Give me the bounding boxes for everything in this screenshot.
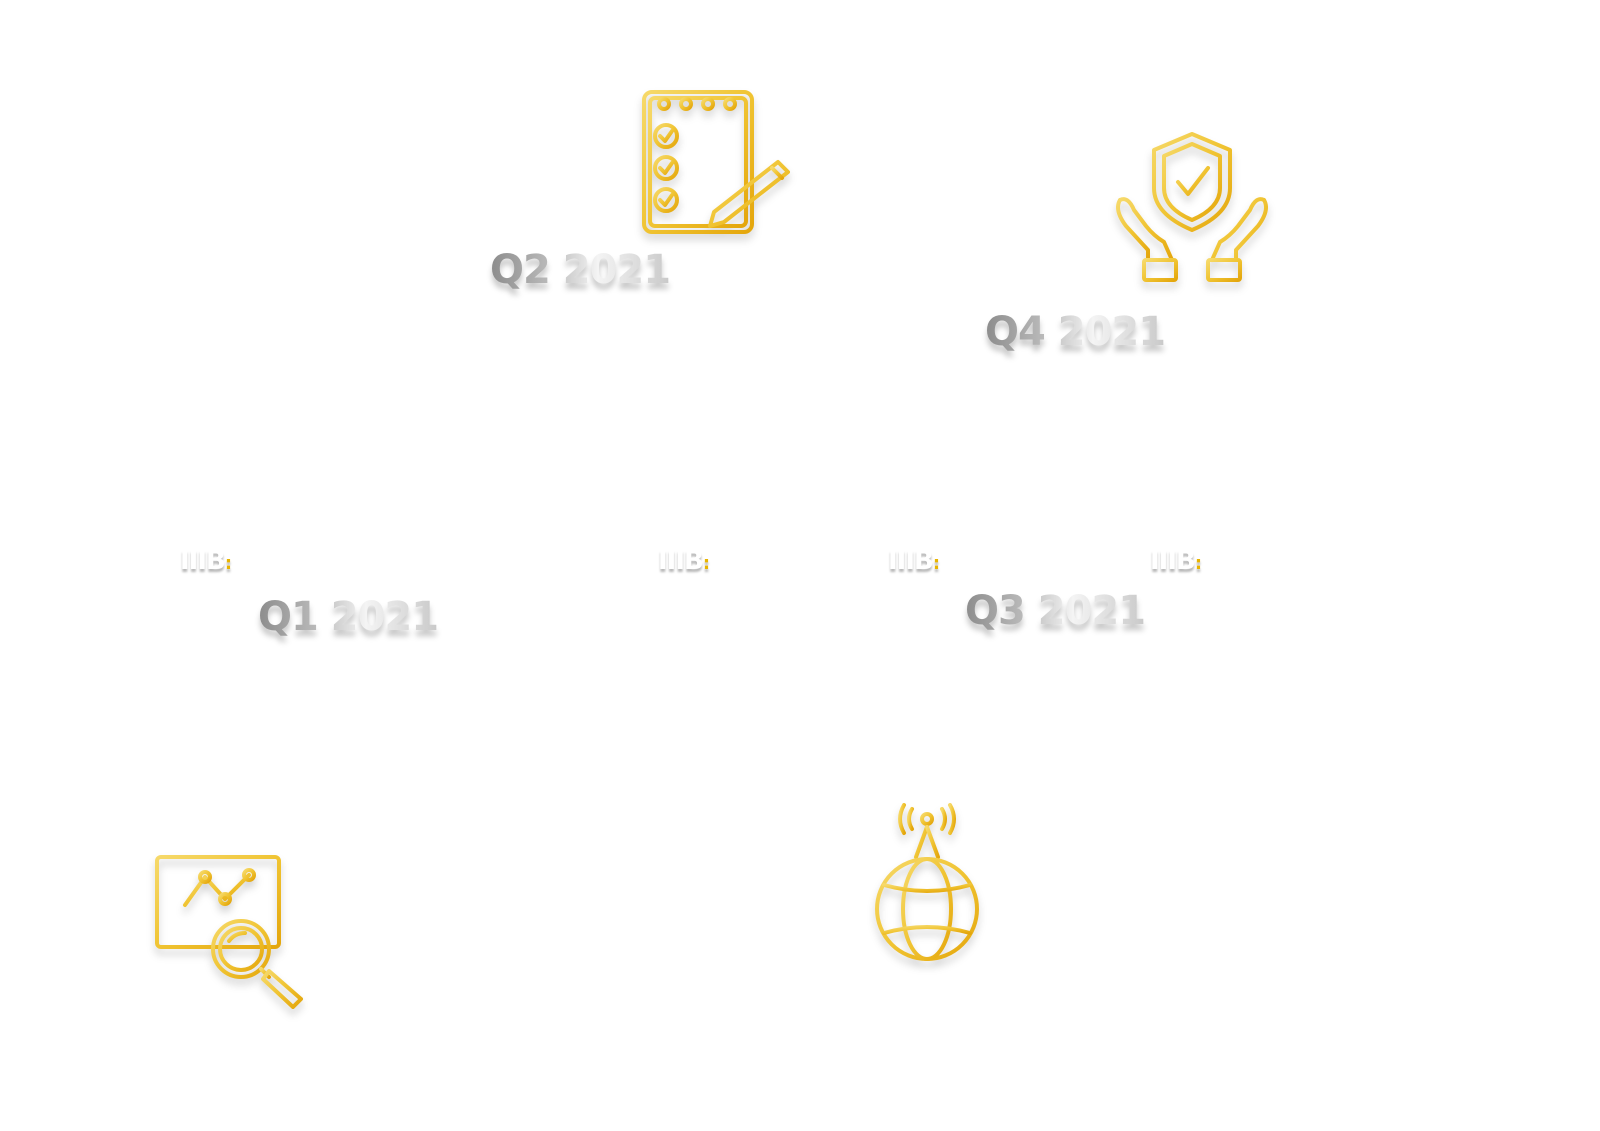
quarter-label-q2: Q2 2021	[490, 247, 671, 293]
brand-mark-text: IIIB	[888, 546, 934, 576]
brand-mark-dot: :	[224, 553, 232, 574]
brand-mark-3: IIIB:	[888, 546, 940, 576]
brand-mark-1: IIIB:	[180, 546, 232, 576]
quarter-label-q3: Q3 2021	[965, 588, 1146, 634]
brand-mark-dot: :	[932, 553, 940, 574]
brand-mark-text: IIIB	[1150, 546, 1196, 576]
checklist-notepad-icon	[640, 80, 800, 240]
brand-mark-2: IIIB:	[658, 546, 710, 576]
brand-mark-dot: :	[1194, 553, 1202, 574]
brand-mark-4: IIIB:	[1150, 546, 1202, 576]
brand-mark-dot: :	[702, 553, 710, 574]
quarter-label-q4: Q4 2021	[985, 309, 1166, 355]
quarter-label-q1: Q1 2021	[258, 594, 439, 640]
brand-mark-text: IIIB	[180, 546, 226, 576]
brand-mark-text: IIIB	[658, 546, 704, 576]
globe-antenna-icon	[872, 803, 982, 965]
hands-shield-icon	[1112, 130, 1272, 285]
monitor-analytics-icon	[155, 855, 315, 1010]
